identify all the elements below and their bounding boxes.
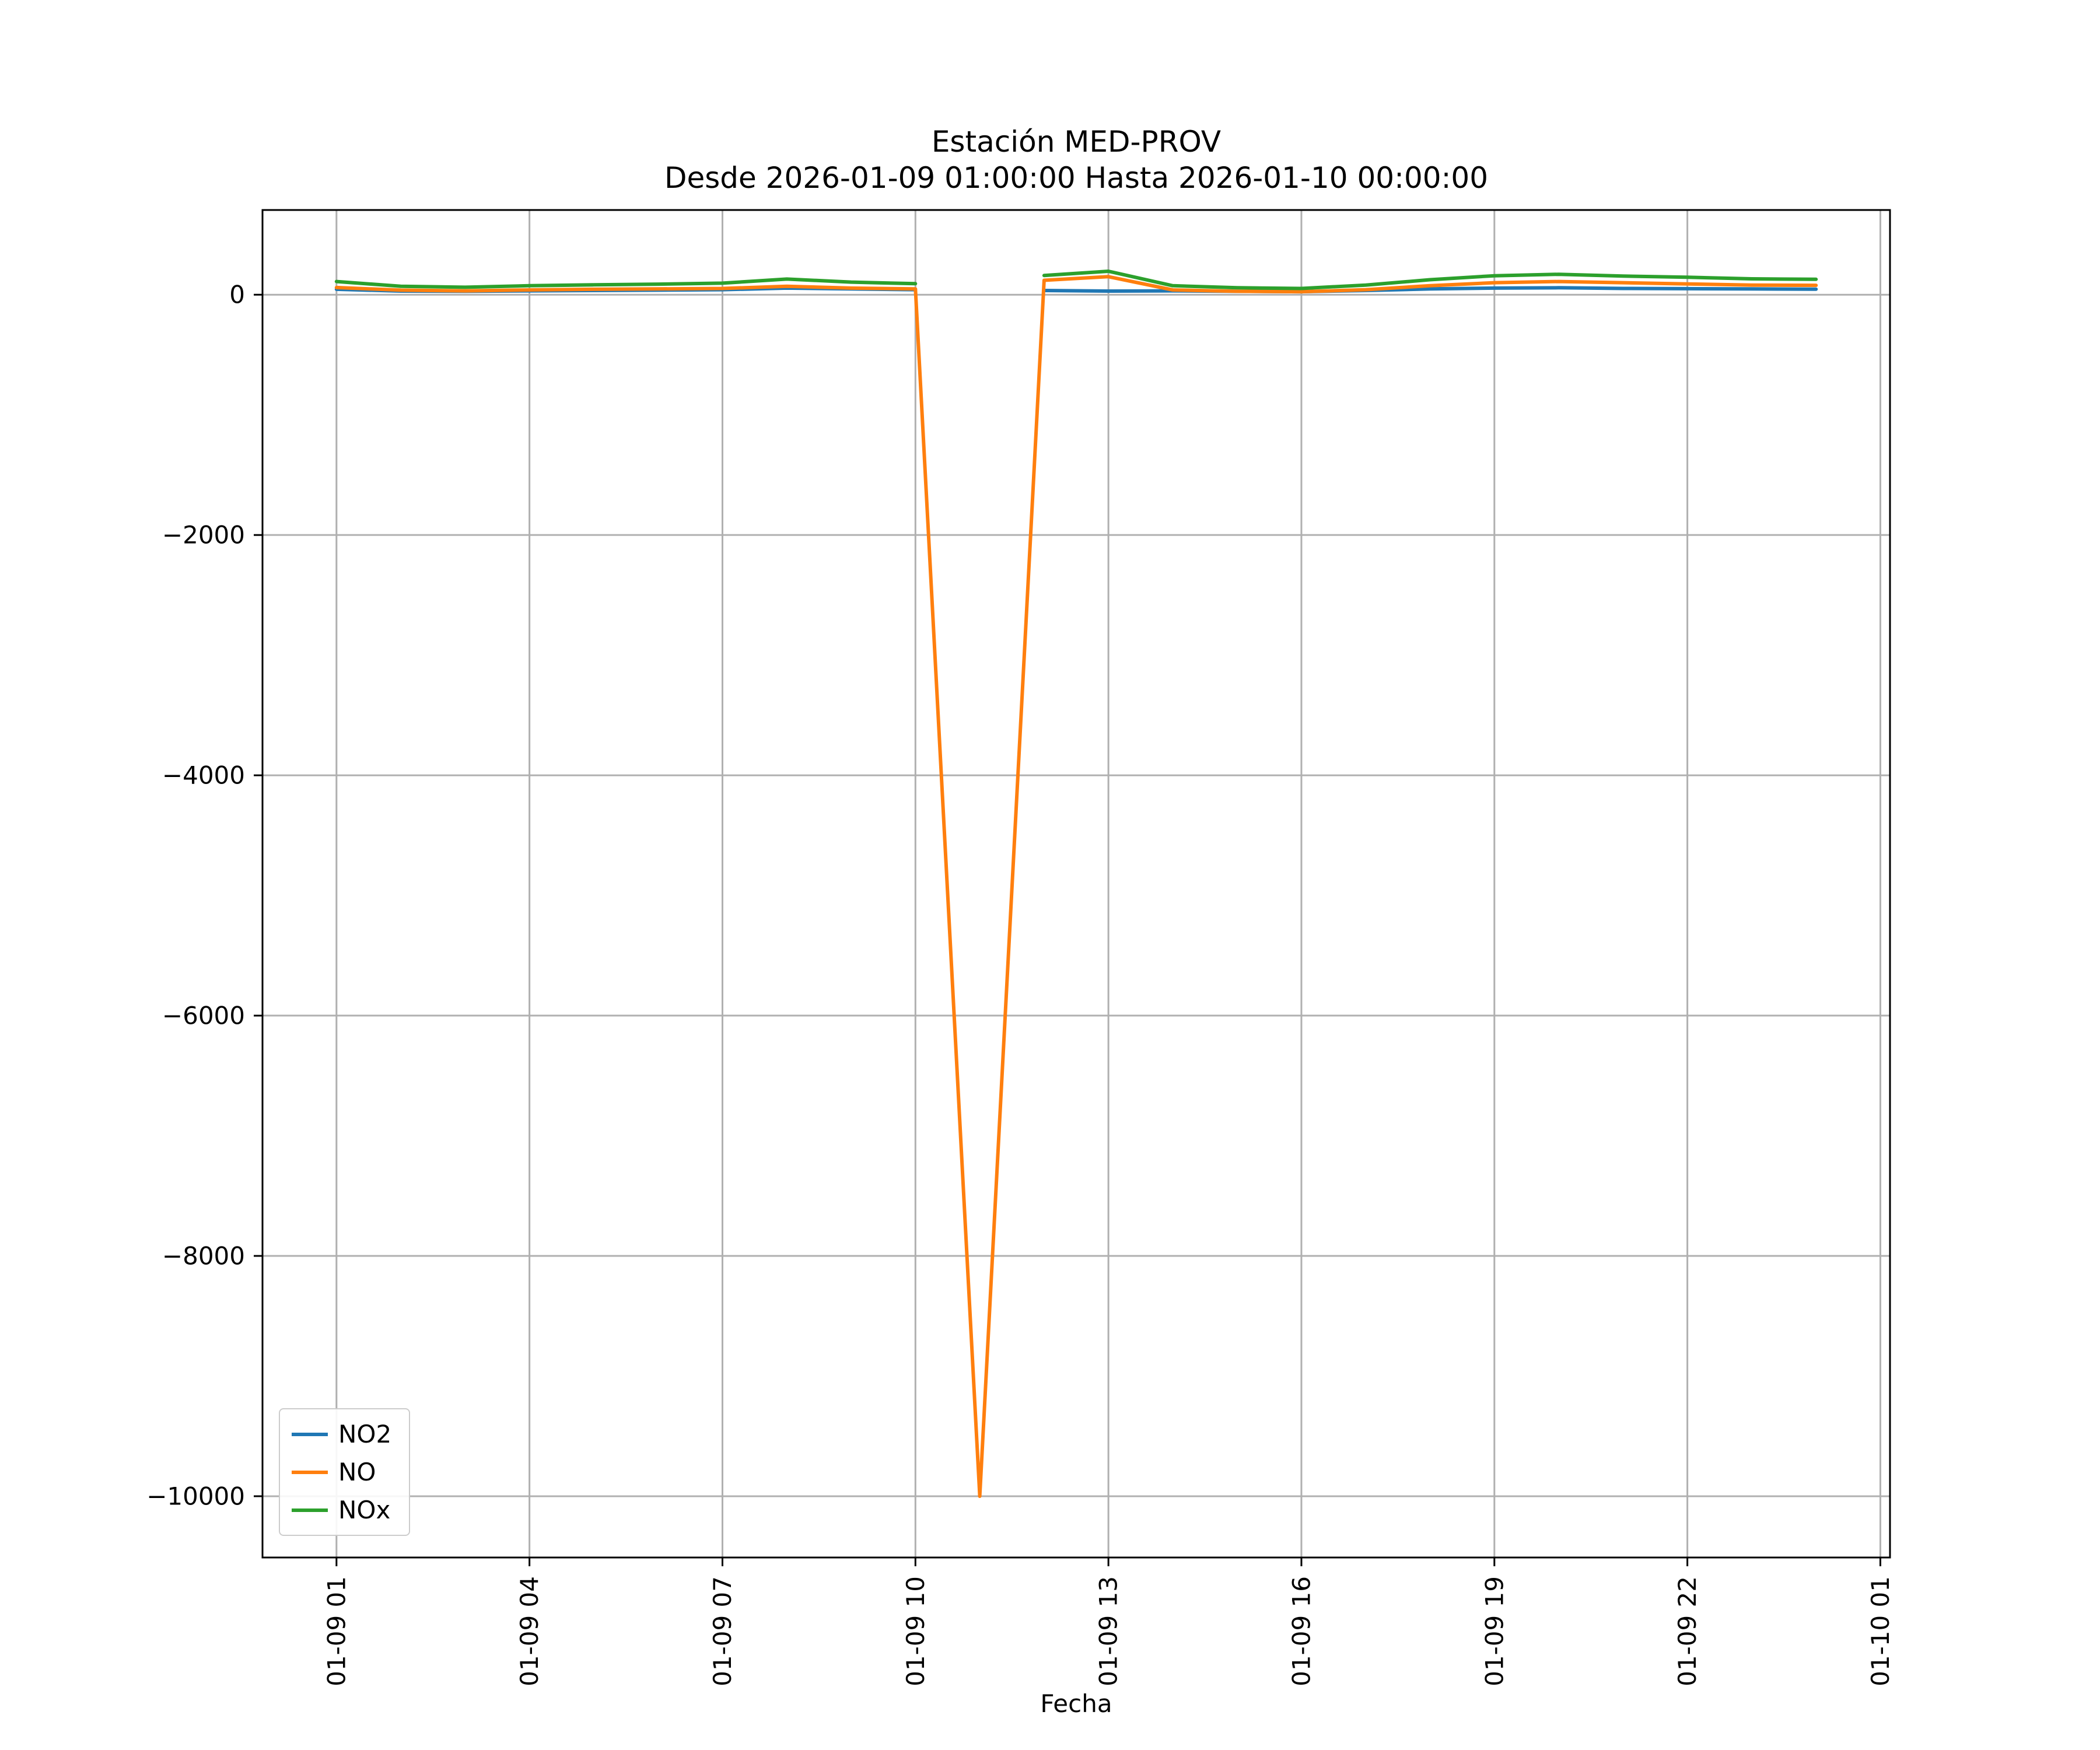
x-tick-label: 01-09 19 [1480, 1576, 1508, 1686]
title-block: Estación MED-PROV Desde 2026-01-09 01:00… [262, 124, 1890, 196]
gridlines [262, 210, 1890, 1558]
x-tick-label: 01-09 16 [1287, 1576, 1315, 1686]
x-tick-label: 01-10 01 [1866, 1576, 1895, 1686]
legend-item-no2: NO2 [292, 1420, 391, 1448]
x-tick-label: 01-09 22 [1673, 1576, 1702, 1686]
legend-label-no: NO [338, 1458, 376, 1486]
series-line-no [334, 275, 1818, 1498]
y-tick-label: −4000 [162, 761, 245, 790]
legend-label-no2: NO2 [338, 1420, 392, 1448]
legend-item-no: NO [292, 1458, 391, 1486]
legend-label-nox: NOx [338, 1496, 391, 1524]
axes-frame [261, 209, 1891, 1559]
x-tick-label: 01-09 13 [1094, 1576, 1123, 1686]
tick-marks [254, 293, 1881, 1566]
y-tick-label: −6000 [162, 1002, 245, 1030]
x-tick-label: 01-09 04 [515, 1576, 544, 1686]
y-tick-label: −8000 [162, 1242, 245, 1270]
tick-labels: 01-09 01 01-09 04 01-09 07 01-09 10 01-09 13… [146, 281, 1895, 1686]
y-tick-label: −2000 [162, 521, 245, 550]
x-tick-label: 01-09 07 [708, 1576, 737, 1686]
x-tick-label: 01-09 01 [322, 1576, 351, 1686]
legend-swatch-no2 [292, 1432, 328, 1436]
legend: NO2 NO NOx [279, 1408, 411, 1536]
legend-swatch-no [292, 1470, 328, 1474]
y-tick-label: 0 [229, 281, 245, 309]
x-axis-label: Fecha [1040, 1689, 1112, 1718]
legend-item-nox: NOx [292, 1496, 391, 1524]
plot-area [262, 210, 1890, 1558]
series-line-nox [334, 270, 1818, 290]
chart-title: Estación MED-PROV [931, 125, 1222, 159]
legend-swatch-nox [292, 1508, 328, 1512]
x-tick-label: 01-09 10 [901, 1576, 930, 1686]
y-tick-label: −10000 [146, 1482, 245, 1510]
chart-subtitle: Desde 2026-01-09 01:00:00 Hasta 2026-01-… [664, 161, 1489, 195]
